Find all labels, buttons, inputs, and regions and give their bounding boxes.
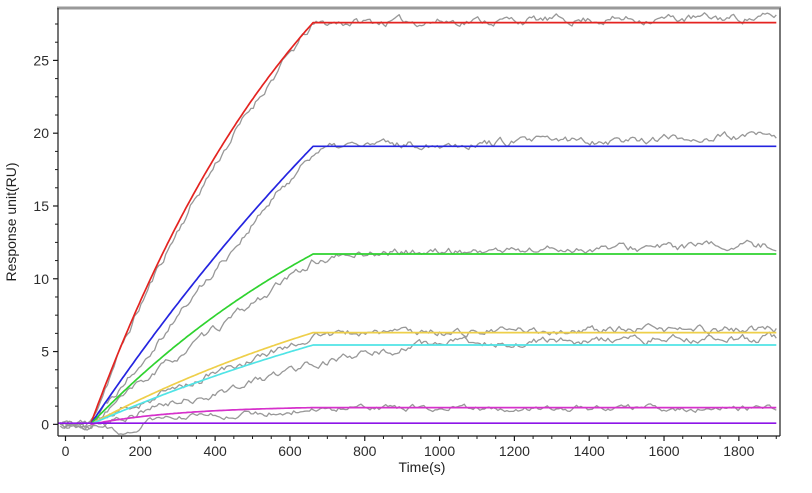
y-tick-label: 15 (33, 198, 49, 214)
x-tick-label: 1200 (499, 443, 530, 459)
x-tick-label: 200 (129, 443, 153, 459)
y-tick-label: 5 (41, 344, 49, 360)
x-tick-label: 400 (203, 443, 227, 459)
data-traces-group (59, 12, 777, 436)
fit-curves-group (58, 21, 777, 426)
fit-line-magenta (90, 406, 777, 426)
x-tick-label: 800 (353, 443, 377, 459)
fit-line-yellow (90, 331, 777, 426)
y-axis-tick-labels: 0 5 10 15 20 25 (33, 52, 49, 432)
y-tick-label: 25 (33, 52, 49, 68)
data-trace-red (60, 12, 777, 426)
y-axis-title: Response unit(RU) (3, 162, 19, 281)
fit-line-green (89, 253, 777, 425)
data-trace-green (59, 239, 777, 427)
x-axis-tick-labels: 0 200 400 600 800 1000 1200 1400 1600 1800 (62, 443, 755, 459)
fit-line-blue (89, 145, 777, 425)
data-trace-cyan (59, 331, 777, 430)
x-tick-label: 1800 (723, 443, 754, 459)
x-tick-label: 0 (62, 443, 70, 459)
x-axis-ticks (64, 436, 777, 441)
fit-line-cyan (90, 344, 777, 426)
y-tick-label: 20 (33, 125, 49, 141)
x-axis-title: Time(s) (399, 459, 446, 475)
plot-frame (57, 6, 781, 437)
x-tick-label: 600 (278, 443, 302, 459)
x-tick-label: 1600 (648, 443, 679, 459)
data-trace-magenta (59, 403, 777, 436)
y-tick-label: 10 (33, 271, 49, 287)
x-tick-label: 1400 (574, 443, 605, 459)
x-tick-label: 1000 (424, 443, 455, 459)
y-tick-label: 0 (41, 416, 49, 432)
y-axis-ticks (53, 23, 58, 425)
fit-line-red (89, 21, 777, 425)
data-trace-blue (59, 131, 777, 431)
